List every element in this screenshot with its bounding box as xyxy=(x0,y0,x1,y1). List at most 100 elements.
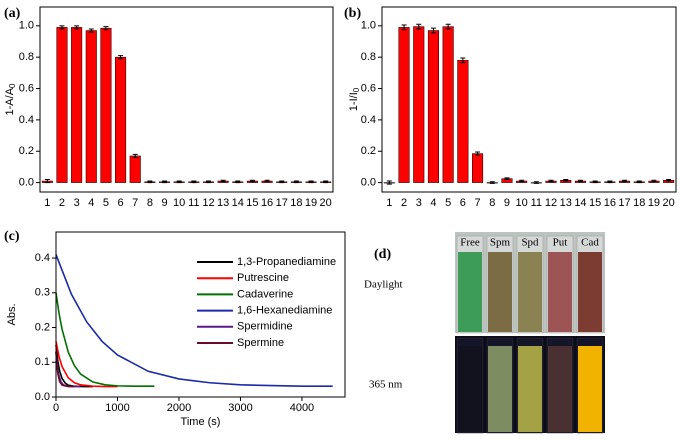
x-tick-label: 8 xyxy=(489,197,495,209)
error-bar xyxy=(666,178,672,182)
bar xyxy=(56,27,68,183)
bar xyxy=(71,27,83,183)
vial-daylight-liquid xyxy=(488,252,512,332)
error-bar xyxy=(430,27,436,34)
x-tick-label: 13 xyxy=(560,197,572,209)
x-tick-label: 2 xyxy=(59,197,65,209)
x-tick-label: 18 xyxy=(633,197,645,209)
x-tick-label: 19 xyxy=(305,197,317,209)
y-tick-label: 0.4 xyxy=(361,114,376,126)
vial-label: Cad xyxy=(581,237,599,249)
x-tick-label: 11 xyxy=(188,197,199,209)
vial-daylight-liquid xyxy=(518,252,542,332)
x-tick-label: 16 xyxy=(604,197,616,209)
x-tick-label: 8 xyxy=(147,197,153,209)
x-tick-label: 1000 xyxy=(105,402,129,414)
vial-label: Put xyxy=(553,237,568,249)
error-bar xyxy=(636,180,642,184)
vial-uv-liquid xyxy=(458,346,482,432)
error-bar xyxy=(308,180,314,184)
y-axis-label-main: 1-I/I xyxy=(348,92,360,111)
x-tick-label: 4 xyxy=(430,197,436,209)
plot-frame xyxy=(381,6,677,193)
x-axis-label: Time (s) xyxy=(181,416,221,428)
panel-label: (c) xyxy=(4,229,20,244)
x-tick-label: 4000 xyxy=(290,402,314,414)
error-bar xyxy=(548,179,554,183)
x-tick-label: 15 xyxy=(246,197,258,209)
y-axis-label-main: 1-A/A xyxy=(4,87,16,115)
x-tick-label: 11 xyxy=(531,197,542,209)
error-bar xyxy=(264,179,270,183)
error-bar xyxy=(293,180,299,184)
vial-uv-liquid xyxy=(488,346,512,432)
vial-uv-liquid xyxy=(578,346,602,432)
error-bar xyxy=(220,179,226,183)
bar xyxy=(472,153,484,183)
legend-label: Spermidine xyxy=(237,321,293,333)
x-tick-label: 16 xyxy=(261,197,273,209)
x-tick-label: 7 xyxy=(474,197,480,209)
x-tick-label: 17 xyxy=(276,197,288,209)
x-tick-label: 9 xyxy=(504,197,510,209)
y-axis-label-main: Abs. xyxy=(6,303,18,325)
x-tick-label: 19 xyxy=(648,197,660,209)
error-bar xyxy=(249,179,255,183)
x-tick-label: 17 xyxy=(618,197,630,209)
error-bar xyxy=(416,23,422,30)
panel-label: (d) xyxy=(374,247,391,262)
error-bar xyxy=(445,23,451,30)
series-line xyxy=(55,292,155,388)
y-axis-label: 1-I/I0 xyxy=(348,87,361,111)
bar xyxy=(129,155,141,183)
error-bar xyxy=(147,180,153,184)
vial-uv-liquid xyxy=(518,346,542,432)
series-line xyxy=(55,254,333,388)
x-tick-label: 13 xyxy=(217,197,229,209)
bar xyxy=(413,26,425,183)
series-line xyxy=(55,341,118,388)
x-tick-label: 14 xyxy=(574,197,586,209)
legend-label: 1,3-Propanediamine xyxy=(237,256,336,268)
x-tick-label: 6 xyxy=(118,197,124,209)
error-bar xyxy=(74,25,80,30)
error-bar xyxy=(622,179,628,183)
error-bar xyxy=(475,151,481,156)
plot-frame xyxy=(55,231,346,398)
error-bar xyxy=(132,153,138,159)
y-tick-label: 0.0 xyxy=(361,176,376,188)
x-tick-label: 5 xyxy=(103,197,109,209)
error-bar xyxy=(651,179,657,183)
x-tick-label: 3 xyxy=(74,197,80,209)
y-tick-label: 0.1 xyxy=(35,356,50,368)
y-axis-label: Abs. xyxy=(6,303,18,325)
y-tick-label: 0.8 xyxy=(361,51,376,63)
error-bar xyxy=(533,181,539,184)
y-tick-label: 0.6 xyxy=(361,82,376,94)
y-tick-label: 0.2 xyxy=(35,321,50,333)
error-bar xyxy=(205,180,211,184)
x-tick-label: 2 xyxy=(401,197,407,209)
bar xyxy=(100,27,112,183)
error-bar xyxy=(103,26,109,31)
error-bar xyxy=(118,55,124,60)
vial-uv-liquid xyxy=(548,346,572,432)
y-tick-label: 1.0 xyxy=(361,20,376,32)
y-tick-label: 0.2 xyxy=(361,145,376,157)
vial-label: Spm xyxy=(490,237,511,249)
plot-frame xyxy=(39,6,334,193)
series-line xyxy=(55,351,75,388)
x-tick-label: 9 xyxy=(161,197,167,209)
x-tick-label: 7 xyxy=(132,197,138,209)
x-tick-label: 3 xyxy=(416,197,422,209)
error-bar xyxy=(460,57,466,64)
x-tick-label: 14 xyxy=(232,197,244,209)
error-bar xyxy=(489,181,495,184)
row-label: Daylight xyxy=(364,279,403,291)
x-tick-label: 10 xyxy=(173,197,185,209)
error-bar xyxy=(88,28,94,33)
error-bar xyxy=(607,180,613,184)
legend-label: Putrescine xyxy=(237,272,289,284)
bar xyxy=(115,56,127,183)
